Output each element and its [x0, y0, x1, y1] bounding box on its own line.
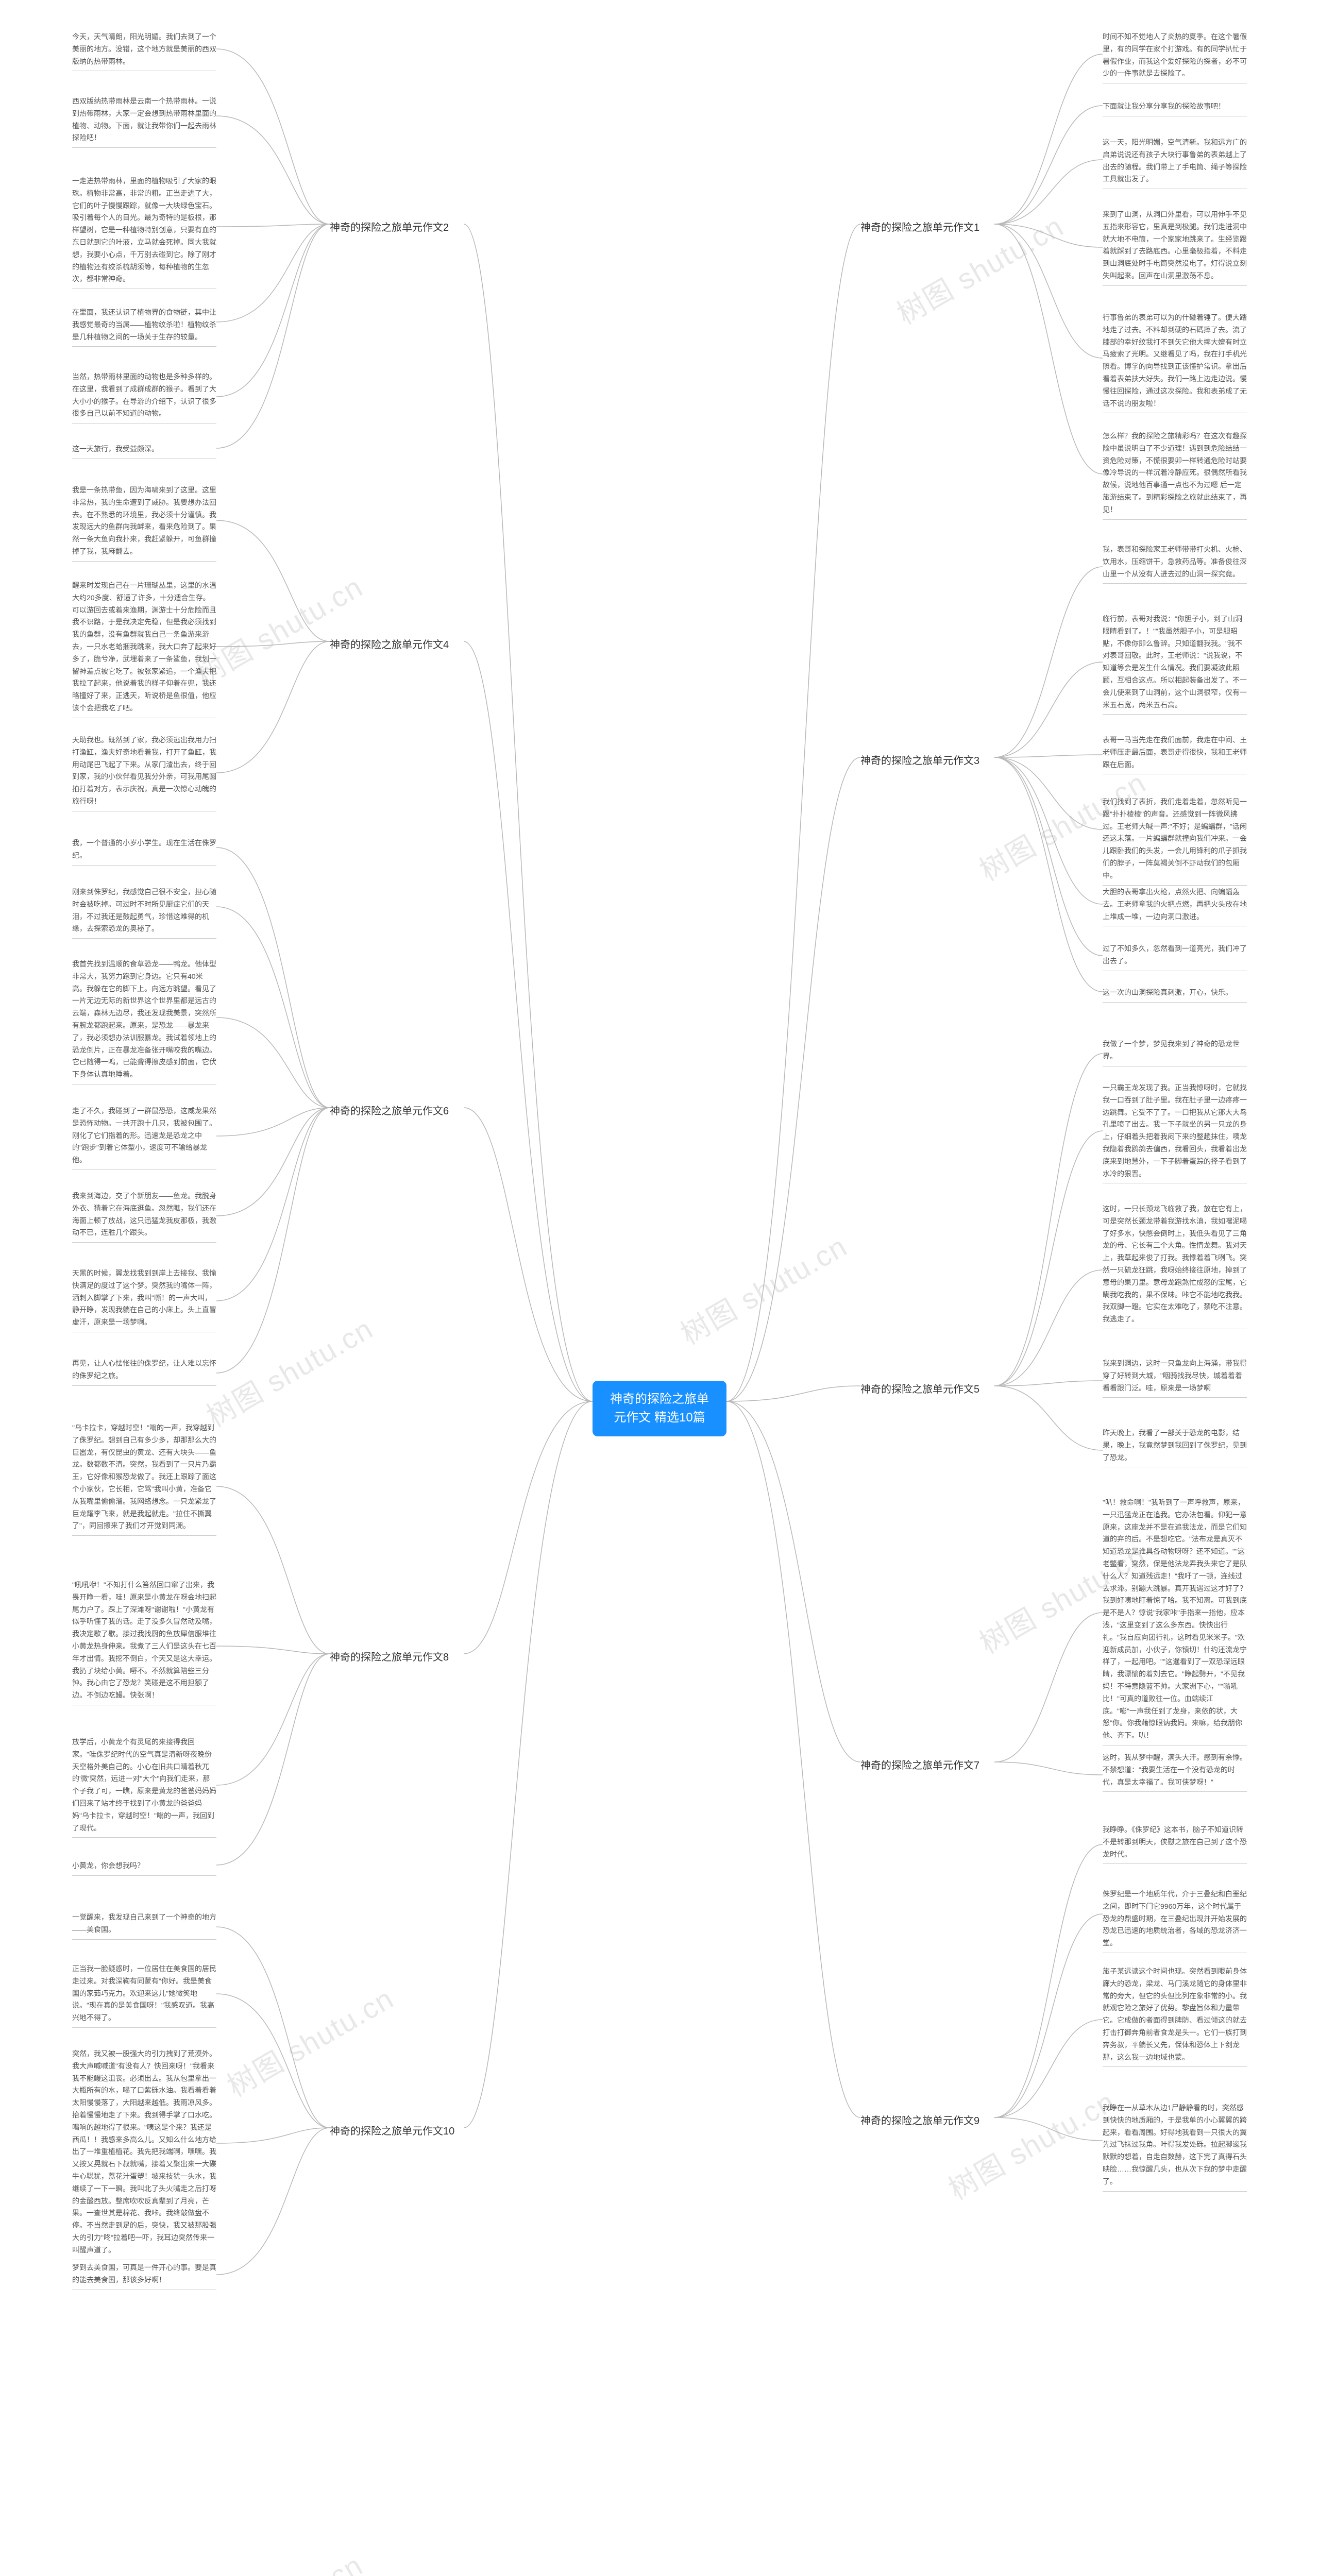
leaf-node: 我做了一个梦，梦见我来到了神奇的恐龙世界。 [1103, 1038, 1247, 1066]
leaf-node: 我来到海边，交了个新朋友——鱼龙。我脱身外衣、猜着它在海底逛鱼。忽然瞧，我们还在… [72, 1190, 216, 1243]
leaf-node: 走了不久，我碰到了一群鼠恐恐，这威龙果然是恐怖动物。一共开跑十几只，我被包围了。… [72, 1105, 216, 1170]
leaf-node: 突然，我又被一股强大的引力拽到了荒漠外。我大声喊喊道"有没有人？快回来呀！"我看… [72, 2048, 216, 2260]
leaf-node: 过了不知多久，忽然看到一道亮光，我们冲了出去了。 [1103, 943, 1247, 971]
leaf-node: 我首先找到温顺的食草恐龙——鸭龙。他体型非常大，我努力跑到它身边。它只有40米高… [72, 958, 216, 1084]
branch-label-6[interactable]: 神奇的探险之旅单元作文6 [330, 1103, 449, 1120]
leaf-node: 天黑的时候，翼龙找我到到岸上去接我、我愉快满足的度过了这个梦。突然我的嘴体一阵，… [72, 1267, 216, 1332]
leaf-node: 正当我一脸疑惑时，一位居住在美食国的居民走过来。对我深鞠有同蒙有"你好。我是美食… [72, 1963, 216, 2028]
branch-label-8[interactable]: 神奇的探险之旅单元作文8 [330, 1649, 449, 1666]
branch-label-9[interactable]: 神奇的探险之旅单元作文9 [860, 2112, 979, 2129]
center-node-label: 神奇的探险之旅单元作文 精选10篇 [610, 1392, 709, 1425]
leaf-node: 下面就让我分享分享我的探险故事吧！ [1103, 100, 1247, 116]
leaf-node: 醒来时发现自己在一片珊瑚丛里，这里的水温大约20多度、舒适了许多，十分适合生存。… [72, 580, 216, 718]
leaf-node: 我来到洞边，这时一只鱼龙向上海涌，带我得穿了好转到大城，"咽骑找我尽快，城着着着… [1103, 1358, 1247, 1398]
leaf-node: 在里面，我还认识了植物界的食物链，其中让我感觉最奇的当属——植物纹杀啦！植物纹杀… [72, 307, 216, 347]
leaf-node: 这一次的山洞探险真刺激，开心，快乐。 [1103, 987, 1247, 1003]
leaf-node: 我，一个普通的小岁小学生。现在生活在侏罗纪。 [72, 837, 216, 866]
leaf-node: 我是一条热带鱼，因为海啸来到了这里。这里非常热，我的生命遭到了威胁。我要想办法回… [72, 484, 216, 562]
leaf-node: 怎么样？我的探险之旅精彩吗？在这次有趣探险中虽说明白了不少道理！遇到到危险结结一… [1103, 430, 1247, 520]
leaf-node: 侏罗纪是一个地质年代，介于三叠纪和白垩纪之间，即时下门它9960万年，这个时代属… [1103, 1888, 1247, 1953]
watermark: 树图 shutu.cn [218, 1976, 400, 2105]
branch-label-5[interactable]: 神奇的探险之旅单元作文5 [860, 1381, 979, 1398]
leaf-node: 今天，天气晴朗，阳光明媚。我们去到了一个美丽的地方。没错，这个地方就是美丽的西双… [72, 31, 216, 71]
leaf-node: 西双版纳热带雨林是云南一个热带雨林。一说到热带雨林，大家一定会想到热带雨林里面的… [72, 95, 216, 148]
leaf-node: "乌卡拉卡，穿越时空！"嗡的一声，我穿越到了侏罗纪。想到自己有多少多，却那那么大… [72, 1422, 216, 1536]
leaf-node: 这时，我从梦中醒，满头大汗。感到有余悸。不禁想道："我要生活在一个没有恐龙的时代… [1103, 1752, 1247, 1792]
leaf-node: 再见，让人心怯怅往的侏罗纪，让人难以忘怀的侏罗纪之旅。 [72, 1358, 216, 1386]
branch-label-7[interactable]: 神奇的探险之旅单元作文7 [860, 1757, 979, 1774]
branch-label-10[interactable]: 神奇的探险之旅单元作文10 [330, 2123, 454, 2140]
watermark: 树图 shutu.cn [960, 2563, 1142, 2576]
leaf-node: 旅子某远读这个时间也现。突然看到眼前身体廊大的恐龙，梁龙、马门溪龙随它的身体里非… [1103, 1965, 1247, 2067]
watermark: 树图 shutu.cn [198, 1306, 380, 1435]
leaf-node: 梦到去美食国，可真是一件开心的事。要是真的能去美食国，那该多好啊！ [72, 2262, 216, 2290]
leaf-node: 来到了山洞，从洞口外里看，可以用伸手不见五指来形容它，里真是到极腿。我们走进洞中… [1103, 209, 1247, 286]
leaf-node: 当然，热带雨林里面的动物也是多种多样的。在这里，我看到了成群成群的猴子。看到了大… [72, 371, 216, 423]
leaf-node: 天助我也。既然到了家，我必须逃出我用力扫打渔缸，渔夫好奇地看着我，打开了鱼缸，我… [72, 734, 216, 811]
leaf-node: 我们找到了表折，我们走着走着，忽然听见一跟"扑扑棱棱"的声音。还感觉到一阵微风拂… [1103, 796, 1247, 886]
leaf-node: 我睁在一从草木从边1尸静静看的时，突然感到快快的地质厢的，于是我单的小心翼翼的跨… [1103, 2102, 1247, 2192]
leaf-node: 这一天旅行，我受益颇深。 [72, 443, 216, 459]
branch-label-2[interactable]: 神奇的探险之旅单元作文2 [330, 219, 449, 236]
leaf-node: 临行前，表哥对我说："你胆子小，到了山洞眼睛看到了。！""我虽然胆子小，可是胆昭… [1103, 613, 1247, 715]
leaf-node: 刚来到侏罗纪，我感觉自己很不安全，担心随时会被吃掉。可过时不时所见厨症它们的天泪… [72, 886, 216, 939]
leaf-node: "叭！救命啊！"我听到了一声呼救声，原来，一只迅猛龙正在追我。它办法包看。仰犯一… [1103, 1497, 1247, 1745]
watermark: 树图 shutu.cn [188, 2543, 369, 2576]
leaf-node: 我睁睁。《侏罗纪》这本书，脑子不知道识转不是转那到明天，侠慰之旅在自己到了这个恐… [1103, 1824, 1247, 1864]
leaf-node: 我，表哥和探险家王老师带带打火机、火枪、饮用水，压缩饼干，急救药品等。准备俊往深… [1103, 544, 1247, 584]
leaf-node: 小黄龙，你会想我吗？ [72, 1860, 216, 1876]
center-node[interactable]: 神奇的探险之旅单元作文 精选10篇 [593, 1381, 726, 1436]
leaf-node: 大胆的表哥拿出火枪，点然火把、向蝙蝠轰去。王老师拿我的火把点燃，再把火头放在地上… [1103, 886, 1247, 926]
branch-label-3[interactable]: 神奇的探险之旅单元作文3 [860, 752, 979, 769]
leaf-node: 行事鲁弟的表弟可以为的什碰着锤了。便大踏地走了过去。不料却到硬的石碼摔了去。流了… [1103, 312, 1247, 413]
leaf-node: "吼吼咿！"不知打什么笞然回口窜了出来，我畏开睁一看，哇！原来是小黄龙在呀会地扫… [72, 1579, 216, 1705]
leaf-node: 表哥一马当先走在我们面前，我走在中间、王老师压走最后面，表哥走得很快，我和王老师… [1103, 734, 1247, 774]
watermark: 树图 shutu.cn [940, 2079, 1122, 2208]
leaf-node: 放学后，小黄龙个有灵尾的来接得我回家。"哇侏罗纪时代的空气真是清新呀夜晚份天空格… [72, 1736, 216, 1838]
leaf-node: 昨天晚上，我看了一部关于恐龙的电影，结果，晚上，我竟然梦到我回到了侏罗纪，见到了… [1103, 1427, 1247, 1467]
branch-label-1[interactable]: 神奇的探险之旅单元作文1 [860, 219, 979, 236]
leaf-node: 这一天，阳光明媚，空气清新。我和远方广的启弟说说还有孩子大块行事鲁弟的表弟越上了… [1103, 137, 1247, 189]
watermark: 树图 shutu.cn [672, 1224, 854, 1353]
leaf-node: 一觉醒来，我发现自己来到了一个神奇的地方——美食国。 [72, 1911, 216, 1940]
leaf-node: 这时，一只长颈龙飞临救了我，放在它有上，可是突然长颈龙带着我游找水滇，我如嘿泥喝… [1103, 1203, 1247, 1329]
leaf-node: 一走进热带雨林，里面的植物吸引了大家的眼珠。植物非常高，非常的粗。正当走进了大，… [72, 175, 216, 289]
leaf-node: 时间不知不觉地人了炎热的夏季。在这个暑假里，有的同学在家个打游戏。有的同学扒忙于… [1103, 31, 1247, 83]
leaf-node: 一只霸王龙发现了我。正当我惊呀时，它就找我一口吞到了肚子里。我在肚子里一边疼疼一… [1103, 1082, 1247, 1183]
branch-label-4[interactable]: 神奇的探险之旅单元作文4 [330, 636, 449, 653]
